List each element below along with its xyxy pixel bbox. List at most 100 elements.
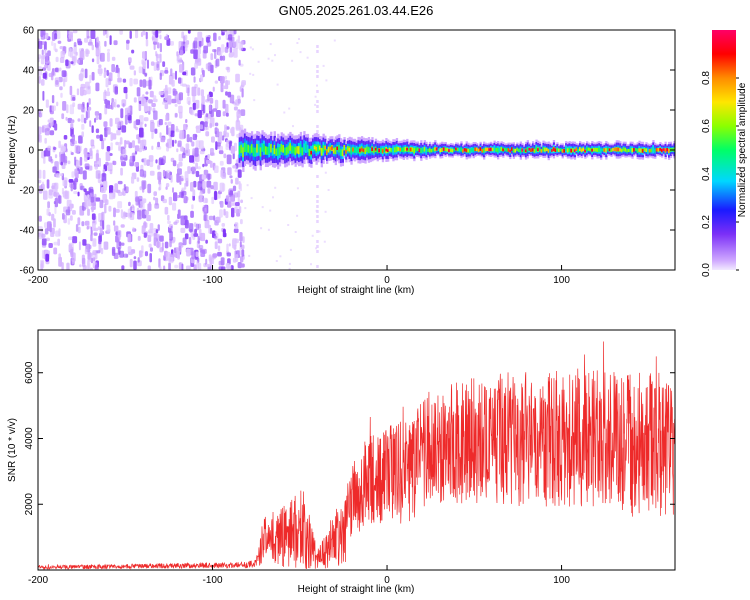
noise-cell <box>38 232 41 237</box>
noise-cell <box>73 42 77 47</box>
signal-cell <box>238 145 241 155</box>
noise-cell <box>178 77 182 84</box>
noise-cell <box>149 253 152 263</box>
noise-cell <box>152 34 156 42</box>
signal-cell <box>373 148 376 154</box>
signal-cell <box>413 148 416 154</box>
noise-cell <box>93 257 96 262</box>
noise-cell <box>144 210 149 215</box>
noise-cell <box>58 76 63 83</box>
noise-cell <box>203 45 208 54</box>
scatter-cell <box>294 231 297 233</box>
scatter-cell <box>311 234 314 237</box>
noise-cell <box>106 69 109 76</box>
noise-cell <box>54 67 59 73</box>
signal-cell <box>441 147 444 152</box>
signal-cell <box>591 148 594 152</box>
streak-cell <box>316 175 319 178</box>
spectrogram-x-tick-label: -100 <box>203 275 223 286</box>
noise-cell <box>225 112 229 117</box>
noise-cell <box>54 123 58 131</box>
signal-cell <box>612 147 615 152</box>
noise-cell <box>164 241 169 249</box>
signal-cell <box>327 146 330 153</box>
noise-cell <box>172 187 174 193</box>
noise-cell <box>120 224 125 228</box>
noise-cell <box>99 227 103 234</box>
colorbar-tick-label: 0.8 <box>701 71 712 85</box>
signal-cell <box>249 145 252 155</box>
signal-cell <box>565 147 568 151</box>
noise-cell <box>164 90 169 101</box>
colorbar-tick-label: 0.6 <box>701 119 712 133</box>
noise-cell <box>38 215 42 222</box>
noise-cell <box>168 196 173 206</box>
noise-cell <box>225 211 229 219</box>
noise-cell <box>158 91 164 96</box>
noise-cell <box>95 50 101 56</box>
noise-cell <box>102 220 105 230</box>
noise-cell <box>78 241 81 251</box>
signal-cell <box>573 149 577 153</box>
noise-cell <box>202 163 205 168</box>
noise-cell <box>149 170 155 176</box>
scatter-cell <box>288 267 291 270</box>
noise-cell <box>61 113 65 120</box>
scatter-cell <box>274 54 276 57</box>
noise-cell <box>224 46 229 53</box>
noise-cell <box>210 64 214 74</box>
noise-cell <box>147 203 152 212</box>
noise-cell <box>214 231 218 235</box>
noise-cell <box>215 141 218 150</box>
noise-cell <box>87 208 90 216</box>
noise-cell <box>209 123 212 129</box>
noise-cell <box>239 241 242 248</box>
spectrogram-y-tick-label: 0 <box>28 146 34 157</box>
streak-cell <box>316 205 319 208</box>
noise-cell <box>212 86 215 92</box>
signal-cell <box>572 147 575 153</box>
scatter-cell <box>296 187 299 190</box>
noise-cell <box>144 73 148 77</box>
noise-cell <box>197 54 201 63</box>
scatter-cell <box>315 247 318 250</box>
signal-cell <box>322 144 325 153</box>
noise-cell <box>74 156 77 166</box>
signal-cell <box>345 150 348 154</box>
noise-cell <box>178 105 183 114</box>
streak-cell <box>316 130 319 133</box>
noise-cell <box>174 103 178 107</box>
noise-cell <box>219 76 225 84</box>
signal-cell <box>264 146 268 155</box>
noise-cell <box>190 232 194 238</box>
signal-cell <box>655 147 659 152</box>
signal-cell <box>458 148 461 152</box>
noise-cell <box>167 95 172 105</box>
signal-cell <box>511 147 514 151</box>
spectrogram-y-axis-label: Frequency (Hz) <box>7 116 18 185</box>
signal-cell <box>477 148 481 153</box>
noise-cell <box>195 162 198 170</box>
noise-cell <box>63 135 68 140</box>
signal-cell <box>291 145 294 154</box>
noise-cell <box>217 251 222 257</box>
noise-cell <box>127 233 131 243</box>
signal-cell <box>493 146 496 152</box>
noise-cell <box>86 85 91 95</box>
signal-cell <box>610 148 613 152</box>
noise-cell <box>195 251 199 258</box>
noise-cell <box>207 173 210 181</box>
noise-cell <box>229 190 233 196</box>
noise-cell <box>197 166 201 170</box>
signal-cell <box>401 147 404 152</box>
signal-cell <box>512 148 515 153</box>
signal-cell <box>470 148 474 152</box>
signal-cell <box>593 147 596 152</box>
noise-cell <box>209 97 214 104</box>
spectrogram-x-tick-label: -200 <box>28 275 48 286</box>
noise-cell <box>65 116 68 121</box>
noise-cell <box>91 125 94 133</box>
noise-cell <box>77 167 80 171</box>
signal-cell <box>395 146 399 152</box>
